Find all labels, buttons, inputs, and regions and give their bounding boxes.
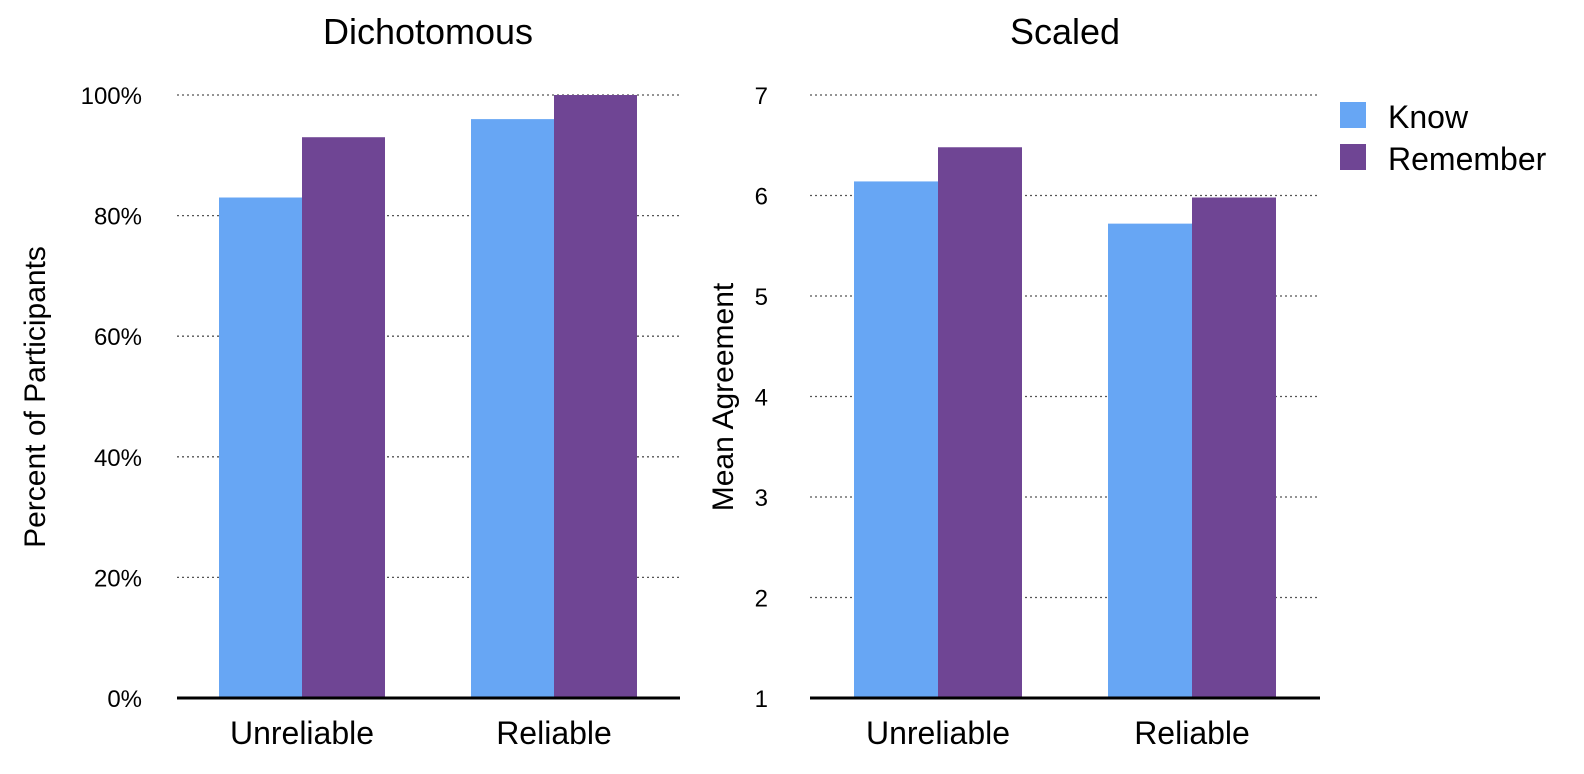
y-tick-label: 40% xyxy=(94,445,142,472)
legend-label-know: Know xyxy=(1388,99,1469,135)
legend: Know Remember xyxy=(1340,99,1547,177)
bar-remember-unreliable xyxy=(302,137,385,698)
bar-remember-unreliable xyxy=(938,147,1022,698)
y-tick-label: 5 xyxy=(755,284,768,311)
chart-dichotomous: Dichotomous Percent of Participants 0% 20% 4… xyxy=(19,11,680,751)
y-axis-label: Mean Agreement xyxy=(707,282,740,511)
x-category-label: Unreliable xyxy=(230,715,374,751)
legend-swatch-remember xyxy=(1340,144,1366,170)
y-tick-label: 20% xyxy=(94,565,142,592)
y-tick-label: 2 xyxy=(755,586,768,613)
bar-remember-reliable xyxy=(554,95,637,698)
chart-title: Scaled xyxy=(1010,11,1120,52)
bar-know-unreliable xyxy=(854,181,938,698)
bar-know-reliable xyxy=(1108,223,1192,698)
y-tick-label: 60% xyxy=(94,324,142,351)
y-tick-label: 3 xyxy=(755,485,768,512)
chart-scaled: Scaled Mean Agreement 1 2 3 4 5 6 7 Unreliable Rel… xyxy=(707,11,1320,751)
bar-know-unreliable xyxy=(219,197,302,698)
x-category-label: Reliable xyxy=(496,715,612,751)
bar-remember-reliable xyxy=(1192,197,1276,698)
y-tick-label: 6 xyxy=(755,184,768,211)
legend-swatch-know xyxy=(1340,102,1366,128)
y-axis-label: Percent of Participants xyxy=(19,246,52,548)
chart-title: Dichotomous xyxy=(323,11,533,52)
x-category-label: Reliable xyxy=(1134,715,1250,751)
y-tick-label: 4 xyxy=(755,385,768,412)
y-tick-label: 80% xyxy=(94,204,142,231)
bar-know-reliable xyxy=(471,119,554,699)
y-tick-label: 100% xyxy=(81,83,142,110)
y-tick-label: 0% xyxy=(107,686,142,713)
y-tick-label: 1 xyxy=(755,686,768,713)
x-category-label: Unreliable xyxy=(866,715,1010,751)
legend-label-remember: Remember xyxy=(1388,141,1547,177)
y-tick-label: 7 xyxy=(755,83,768,110)
